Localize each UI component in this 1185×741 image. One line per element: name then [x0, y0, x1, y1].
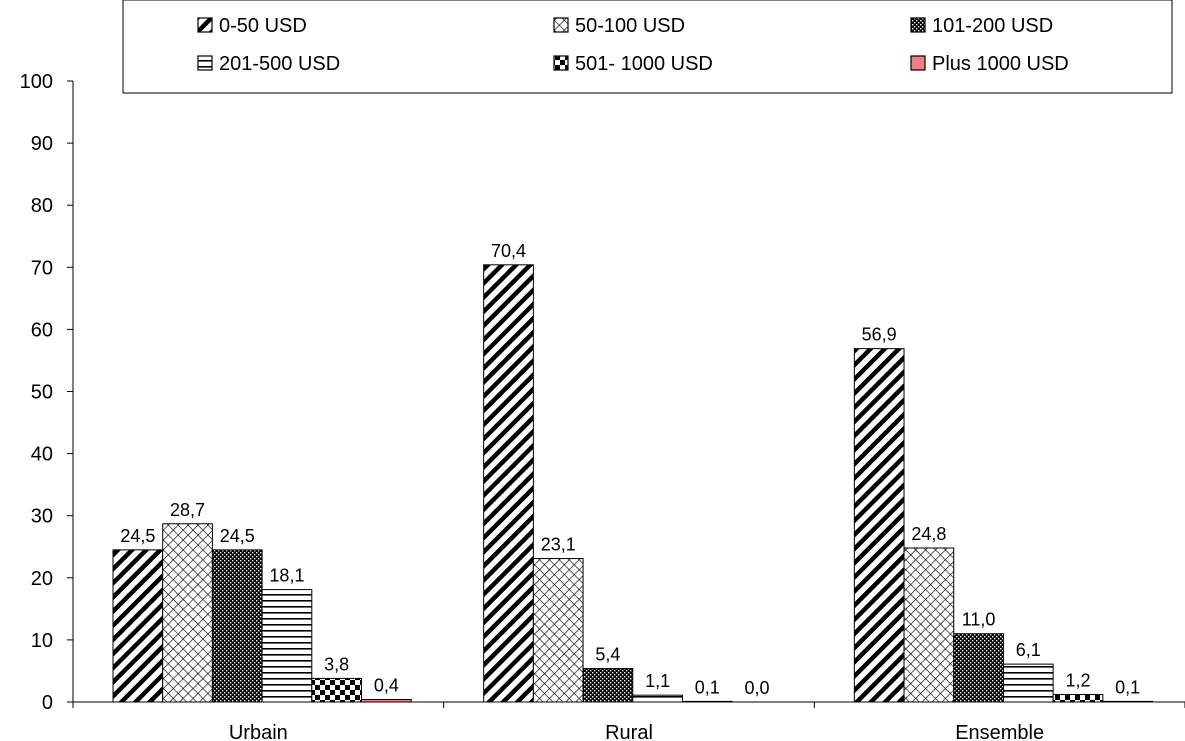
- legend-swatch: [197, 55, 213, 71]
- bar: [532, 558, 584, 703]
- bars: [112, 264, 1154, 703]
- data-label: 1,1: [645, 671, 670, 691]
- data-label: 1,2: [1065, 671, 1090, 691]
- legend-swatch: [553, 17, 569, 33]
- y-tick-label: 30: [31, 506, 53, 528]
- y-tick-label: 100: [20, 71, 53, 93]
- bar: [903, 547, 955, 703]
- x-axis: Urbain Rural Ensemble: [72, 701, 1185, 741]
- y-tick-label: 80: [31, 195, 53, 217]
- legend-label: 501- 1000 USD: [575, 53, 713, 75]
- legend-label: 101-200 USD: [932, 15, 1053, 37]
- data-label: 24,5: [220, 526, 255, 546]
- legend-swatch: [910, 55, 926, 71]
- data-label: 23,1: [541, 535, 576, 555]
- legend-swatch: [553, 55, 569, 71]
- legend-label: 50-100 USD: [575, 15, 685, 37]
- data-label: 0,0: [745, 678, 770, 698]
- bar: [1002, 663, 1054, 703]
- y-axis: 0 10 20 30 40 50 60 70 80 90 100: [20, 71, 74, 714]
- legend-box: [122, 0, 1173, 94]
- bar: [112, 549, 164, 703]
- y-tick-label: 70: [31, 257, 53, 279]
- x-category-label: Rural: [605, 722, 653, 741]
- bar: [1102, 700, 1154, 703]
- bar: [211, 549, 263, 703]
- legend-swatch: [197, 17, 213, 33]
- bar: [361, 699, 412, 703]
- data-label: 56,9: [862, 325, 897, 345]
- data-label: 24,5: [120, 526, 155, 546]
- x-category-label: Urbain: [229, 722, 288, 741]
- data-label: 28,7: [170, 500, 205, 520]
- data-label: 0,1: [695, 677, 720, 697]
- bar: [632, 694, 683, 703]
- bar: [1052, 694, 1104, 703]
- data-label: 70,4: [491, 241, 526, 261]
- y-tick-label: 90: [31, 133, 53, 155]
- legend-swatch: [910, 17, 926, 33]
- bar: [681, 700, 733, 703]
- bar-labels: 24,5 28,7 24,5 18,1 3,8 0,4 70,4 23,1 5,4 1,1 0,1 0…: [120, 241, 1140, 698]
- legend: 0-50 USD 50-100 USD 101-200 USD 201-500 USD…: [122, 0, 1173, 94]
- bar: [853, 348, 905, 703]
- data-label: 0,1: [1115, 677, 1140, 697]
- bar: [261, 589, 313, 703]
- data-label: 0,4: [374, 676, 399, 696]
- y-tick-label: 50: [31, 382, 53, 404]
- data-label: 18,1: [269, 566, 304, 586]
- bar: [483, 264, 534, 703]
- y-tick-label: 60: [31, 319, 53, 341]
- bar: [953, 633, 1004, 703]
- legend-label: 0-50 USD: [219, 15, 307, 37]
- data-label: 3,8: [324, 654, 349, 674]
- y-tick-label: 40: [31, 444, 53, 466]
- y-tick-label: 20: [31, 568, 53, 590]
- legend-label: 201-500 USD: [219, 53, 340, 75]
- x-category-label: Ensemble: [955, 722, 1044, 741]
- bar: [162, 523, 213, 703]
- y-tick-label: 10: [31, 630, 53, 652]
- data-label: 5,4: [595, 644, 620, 664]
- data-label: 6,1: [1016, 640, 1041, 660]
- bar: [582, 667, 634, 703]
- y-tick-label: 0: [42, 692, 53, 714]
- data-label: 11,0: [962, 610, 996, 630]
- legend-label: Plus 1000 USD: [932, 53, 1069, 75]
- bar: [311, 677, 362, 703]
- data-label: 24,8: [911, 524, 946, 544]
